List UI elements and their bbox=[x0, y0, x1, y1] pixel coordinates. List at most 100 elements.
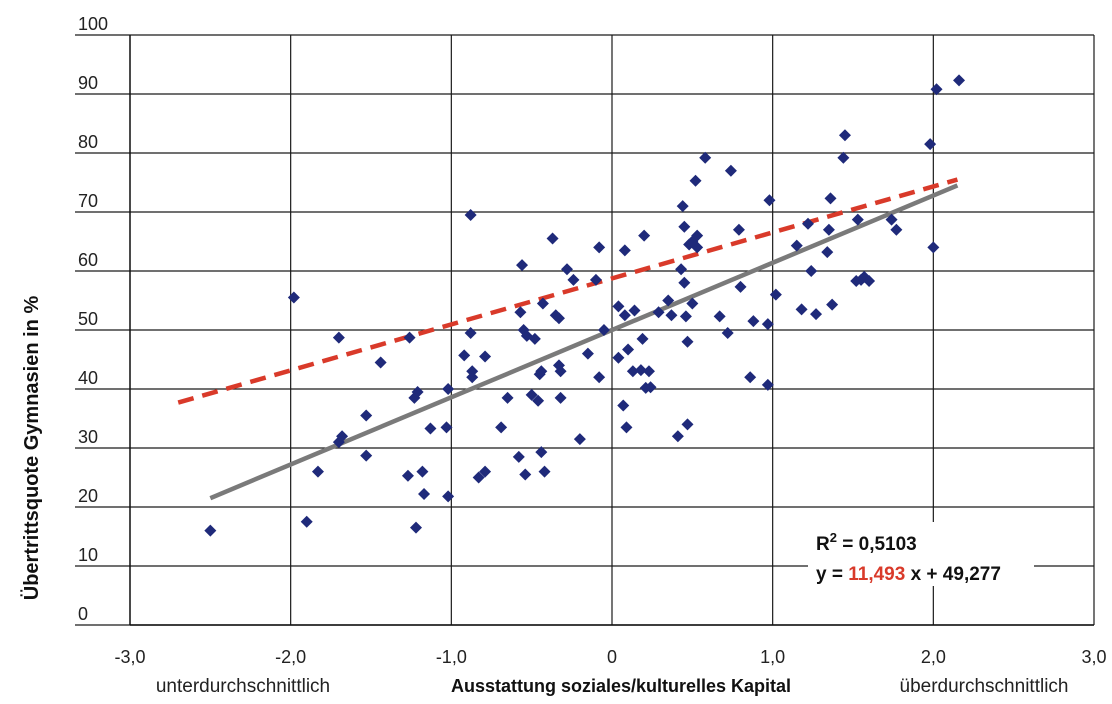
data-point bbox=[724, 164, 737, 177]
data-point bbox=[638, 229, 651, 242]
data-point bbox=[837, 151, 850, 164]
data-point bbox=[532, 394, 545, 407]
data-point bbox=[464, 208, 477, 221]
data-point bbox=[535, 446, 548, 459]
data-point bbox=[744, 371, 757, 384]
data-point bbox=[689, 174, 702, 187]
y-tick-label: 40 bbox=[78, 368, 98, 388]
data-point bbox=[838, 129, 851, 142]
x-tick-label: 3,0 bbox=[1081, 647, 1106, 667]
data-point bbox=[802, 217, 815, 230]
data-point bbox=[691, 229, 704, 242]
y-tick-label: 30 bbox=[78, 427, 98, 447]
axes bbox=[129, 35, 1094, 626]
data-point bbox=[634, 364, 647, 377]
data-point bbox=[336, 430, 349, 443]
dashed-trendline bbox=[177, 177, 959, 405]
data-point bbox=[618, 309, 631, 322]
data-point bbox=[360, 409, 373, 422]
data-point bbox=[678, 276, 691, 289]
data-point bbox=[805, 265, 818, 277]
data-point bbox=[479, 465, 492, 478]
data-point bbox=[790, 239, 803, 252]
data-point bbox=[403, 331, 416, 344]
data-point bbox=[662, 294, 675, 307]
data-point bbox=[890, 223, 903, 236]
data-point bbox=[300, 515, 313, 528]
data-point bbox=[652, 306, 665, 319]
data-point bbox=[822, 223, 835, 236]
data-point bbox=[628, 304, 641, 317]
data-point bbox=[442, 490, 455, 503]
y-tick-label: 10 bbox=[78, 545, 98, 565]
x-tick-label: -2,0 bbox=[275, 647, 306, 667]
x-tick-label: -3,0 bbox=[114, 647, 145, 667]
data-point bbox=[552, 312, 565, 325]
data-point bbox=[642, 365, 655, 378]
y-axis-label: Übertrittsquote Gymnasien in % bbox=[20, 296, 43, 601]
data-point bbox=[573, 433, 586, 446]
x-tick-label: 0 bbox=[607, 647, 617, 667]
data-point bbox=[472, 471, 485, 484]
data-point bbox=[495, 421, 508, 434]
y-tick-label: 100 bbox=[78, 14, 108, 34]
data-point bbox=[930, 83, 943, 96]
data-point bbox=[311, 465, 324, 478]
x-tick-label: 1,0 bbox=[760, 647, 785, 667]
data-point bbox=[612, 351, 625, 364]
data-point bbox=[442, 383, 455, 395]
data-point bbox=[644, 381, 657, 394]
data-point bbox=[617, 399, 630, 412]
data-point bbox=[763, 194, 776, 207]
data-point bbox=[525, 388, 538, 401]
r2-text: R2 = 0,5103 bbox=[816, 530, 917, 555]
data-point bbox=[734, 280, 747, 293]
x-side-label-right: überdurchschnittlich bbox=[900, 676, 1069, 697]
data-point bbox=[554, 365, 567, 378]
data-point bbox=[678, 220, 691, 233]
x-tick-label: -1,0 bbox=[436, 647, 467, 667]
data-point bbox=[691, 241, 704, 254]
y-tick-label: 90 bbox=[78, 73, 98, 93]
data-point bbox=[401, 469, 414, 482]
data-point bbox=[554, 391, 567, 404]
data-point bbox=[795, 303, 808, 316]
data-point bbox=[535, 365, 548, 378]
data-point bbox=[699, 151, 712, 164]
data-point bbox=[287, 291, 300, 304]
data-point bbox=[721, 326, 734, 339]
data-point bbox=[761, 318, 774, 331]
x-axis-label: Ausstattung soziales/kulturelles Kapital bbox=[451, 676, 791, 696]
data-point bbox=[512, 450, 525, 463]
data-point bbox=[826, 298, 839, 311]
data-point bbox=[863, 275, 876, 288]
data-point bbox=[597, 324, 610, 336]
data-point bbox=[593, 241, 606, 254]
data-point bbox=[409, 521, 422, 534]
y-tick-label: 0 bbox=[78, 604, 88, 624]
data-point bbox=[466, 371, 479, 384]
r2-sup: 2 bbox=[830, 530, 837, 545]
data-point bbox=[464, 326, 477, 339]
r2-prefix: R bbox=[816, 534, 830, 555]
data-point bbox=[747, 315, 760, 328]
data-point bbox=[204, 524, 217, 537]
data-point bbox=[360, 449, 373, 462]
data-point bbox=[501, 391, 514, 404]
data-point bbox=[626, 365, 639, 378]
data-point bbox=[411, 385, 424, 398]
x-tick-label: 2,0 bbox=[921, 647, 946, 667]
data-point bbox=[676, 200, 689, 213]
annotation-box bbox=[808, 522, 1034, 586]
data-point bbox=[679, 310, 692, 323]
y-tick-label: 20 bbox=[78, 486, 98, 506]
data-point bbox=[618, 244, 631, 257]
eq-prefix: y = bbox=[816, 564, 848, 585]
data-point bbox=[418, 488, 431, 501]
data-point bbox=[671, 430, 684, 443]
data-point bbox=[636, 332, 649, 345]
data-point bbox=[593, 371, 606, 384]
tick-labels: 0 10 20 30 40 50 60 70 80 90 100 -3,0 -2,0 -1,0 0 1,0 2,… bbox=[78, 14, 1107, 667]
data-point bbox=[514, 306, 527, 319]
data-point bbox=[821, 246, 834, 259]
